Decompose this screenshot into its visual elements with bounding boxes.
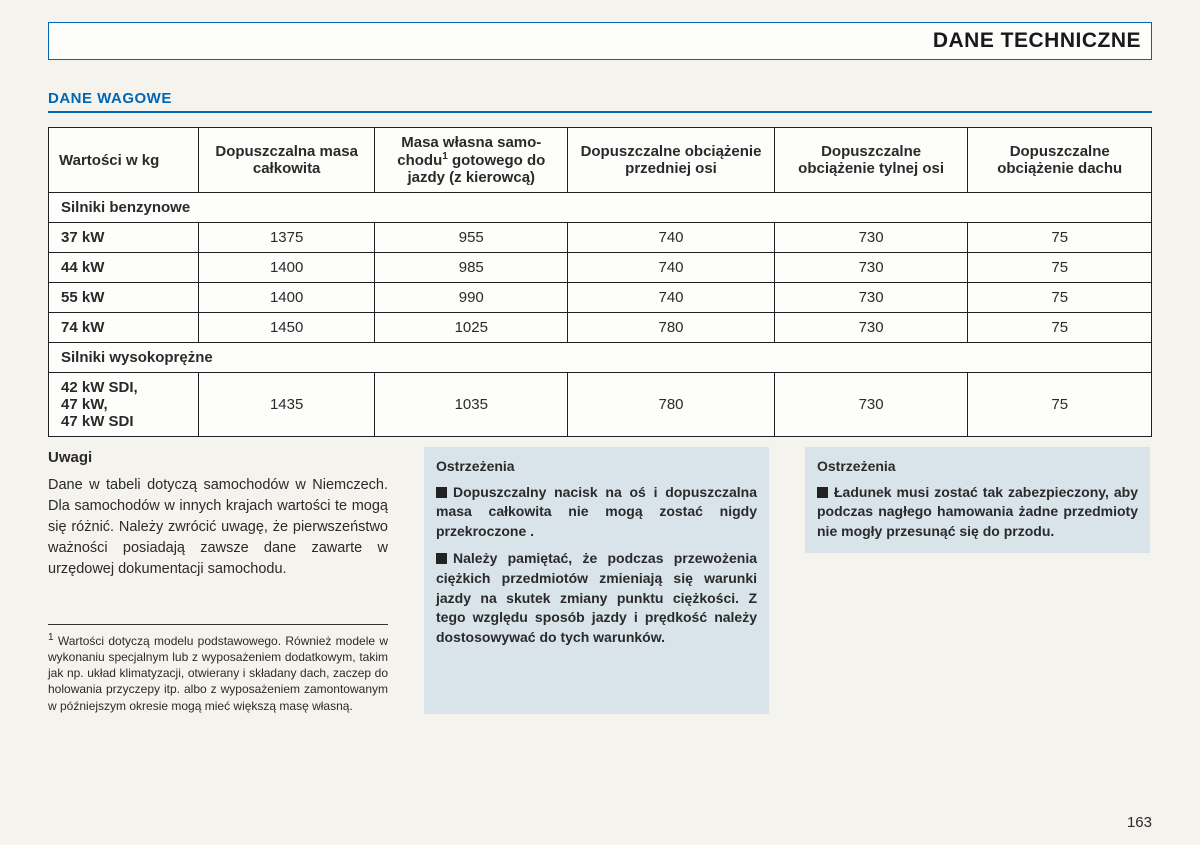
group-diesel: Silniki wysokoprężne	[49, 343, 1152, 373]
notes-body: Dane w tabeli dotyczą samochodów w Niemc…	[48, 475, 388, 580]
table-header-row: Wartości w kg Dopuszczalna masa całkowit…	[49, 128, 1152, 193]
section-rule	[48, 111, 1152, 113]
table-row: 44 kW 1400 985 740 730 75	[49, 253, 1152, 283]
group-petrol: Silniki benzynowe	[49, 193, 1152, 223]
col-header-front-axle: Dopuszczalne obciążenie przedniej osi	[568, 128, 775, 193]
section-title: DANE WAGOWE	[48, 90, 1152, 107]
footnote: 1 Wartości dotyczą modelu podstawowego. …	[48, 631, 388, 714]
diesel-label: 42 kW SDI, 47 kW, 47 kW SDI	[49, 373, 199, 437]
notes-column: Uwagi Dane w tabeli dotyczą samochodów w…	[48, 447, 388, 714]
table-row: 37 kW 1375 955 740 730 75	[49, 223, 1152, 253]
table-row: 55 kW 1400 990 740 730 75	[49, 283, 1152, 313]
footnote-number: 1	[48, 632, 54, 643]
warning-box-2: Ostrzeżenia Ładunek musi zostać tak zabe…	[805, 447, 1150, 553]
below-columns: Uwagi Dane w tabeli dotyczą samochodów w…	[48, 447, 1152, 714]
col-header-total-mass: Dopuszczalna masa całkowita	[199, 128, 375, 193]
weight-table: Wartości w kg Dopuszczalna masa całkowit…	[48, 127, 1152, 437]
col-header-roof: Dopuszczalne obciążenie dachu	[968, 128, 1152, 193]
page-number: 163	[1127, 814, 1152, 831]
bullet-square-icon	[436, 487, 447, 498]
footnote-rule	[48, 624, 388, 625]
col-header-rear-axle: Dopuszczalne obciążenie tylnej osi	[774, 128, 968, 193]
page-header: DANE TECHNICZNE	[48, 22, 1152, 60]
warning-paragraph: Dopuszczalny nacisk na oś i dopuszczalna…	[436, 483, 757, 542]
notes-title: Uwagi	[48, 447, 388, 469]
warning-paragraph: Należy pamiętać, że podczas przewożenia …	[436, 549, 757, 647]
page-header-title: DANE TECHNICZNE	[933, 29, 1141, 52]
bullet-square-icon	[436, 553, 447, 564]
bullet-square-icon	[817, 487, 828, 498]
col-header-values: Wartości w kg	[49, 128, 199, 193]
manual-page: DANE TECHNICZNE DANE WAGOWE Wartości w k…	[0, 0, 1200, 734]
warning-title: Ostrzeżenia	[436, 457, 757, 477]
footnote-text: Wartości dotyczą modelu podstawowego. Ró…	[48, 634, 388, 713]
table-row: 42 kW SDI, 47 kW, 47 kW SDI 1435 1035 78…	[49, 373, 1152, 437]
table-row: 74 kW 1450 1025 780 730 75	[49, 313, 1152, 343]
col-header-own-mass: Masa własna samo- chodu1 gotowego do jaz…	[375, 128, 568, 193]
warning-paragraph: Ładunek musi zostać tak zabezpieczony, a…	[817, 483, 1138, 542]
warning-title: Ostrzeżenia	[817, 457, 1138, 477]
warning-box-1: Ostrzeżenia Dopuszczalny nacisk na oś i …	[424, 447, 769, 714]
